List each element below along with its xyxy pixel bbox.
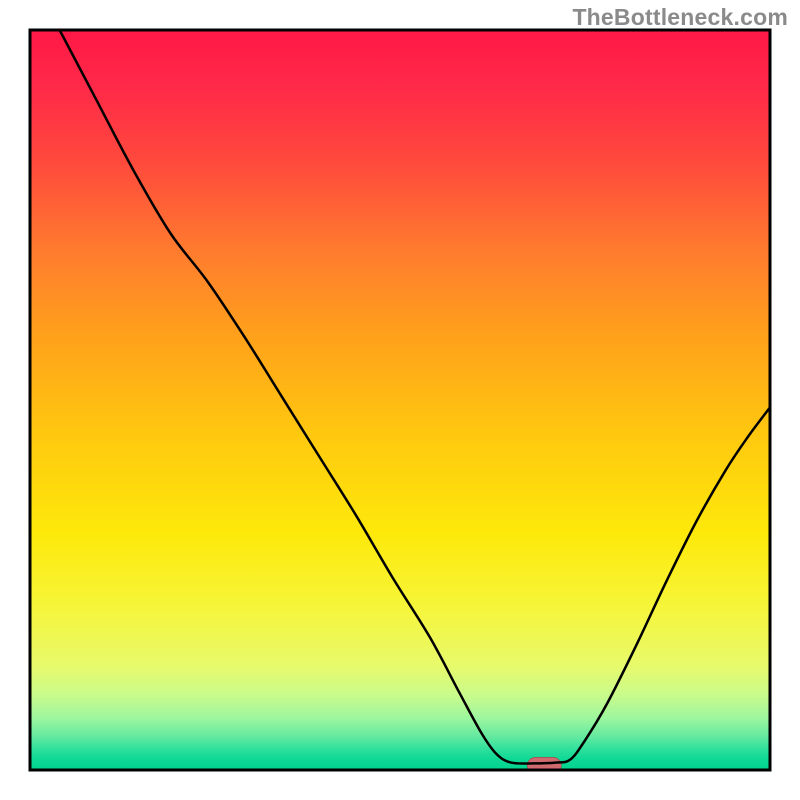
chart-container: TheBottleneck.com [0,0,800,800]
bottleneck-chart [0,0,800,800]
watermark-text: TheBottleneck.com [572,4,788,31]
chart-background [30,30,770,770]
